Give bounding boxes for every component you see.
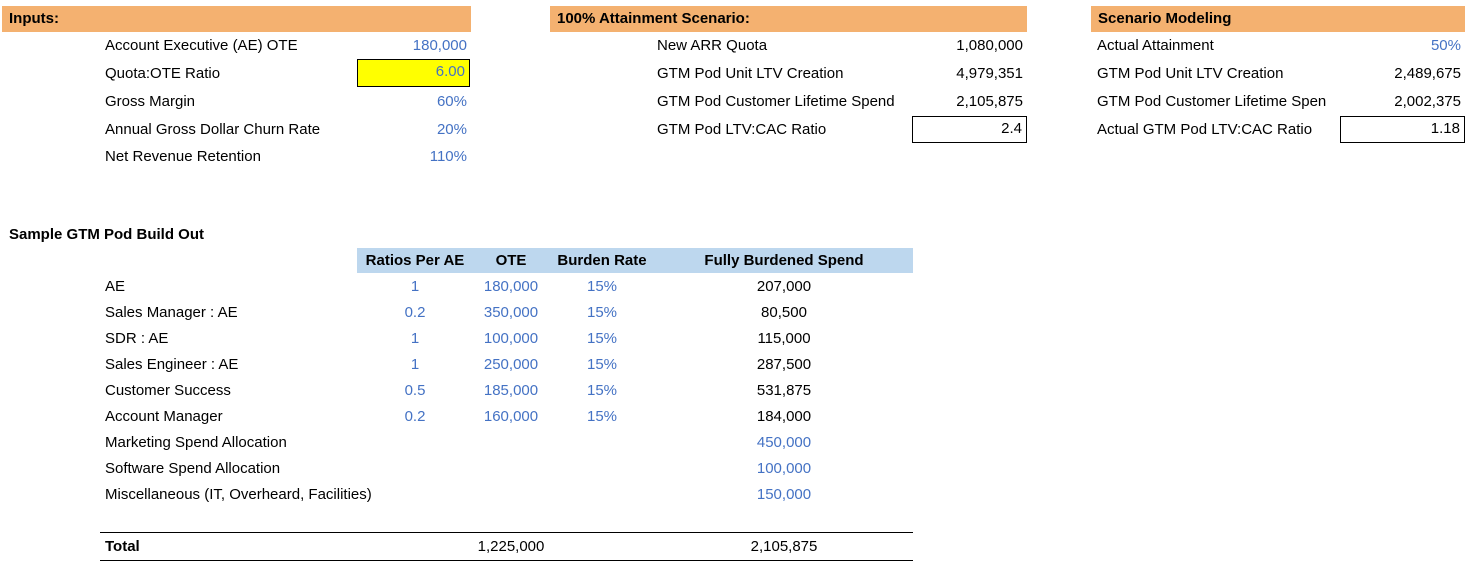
total-top-border: [100, 532, 913, 533]
pod-row-ote[interactable]: 350,000: [483, 304, 539, 321]
modeling-label-spend: GTM Pod Customer Lifetime Spen: [1097, 93, 1327, 110]
pod-row-ratio[interactable]: 0.2: [404, 408, 426, 425]
input-label-nrr: Net Revenue Retention: [105, 148, 261, 165]
pod-row-burden[interactable]: 15%: [586, 356, 618, 373]
attainment-value-quota: 1,080,000: [956, 37, 1023, 54]
input-label-quota-ratio: Quota:OTE Ratio: [105, 65, 221, 82]
attainment-value-ltv: 4,979,351: [956, 65, 1023, 82]
pod-row-ote[interactable]: 180,000: [483, 278, 539, 295]
pod-row-ratio[interactable]: 1: [410, 356, 420, 373]
attainment-label-spend: GTM Pod Customer Lifetime Spend: [657, 93, 895, 110]
pod-row-label: Sales Manager : AE: [105, 304, 238, 321]
pod-row-spend: 115,000: [757, 330, 811, 347]
pod-row-label: Miscellaneous (IT, Overheard, Facilities…: [105, 486, 372, 503]
pod-row-spend[interactable]: 450,000: [756, 434, 812, 451]
pod-row-spend[interactable]: 100,000: [756, 460, 812, 477]
pod-row-spend: 184,000: [756, 408, 812, 425]
pod-row-spend: 531,875: [756, 382, 812, 399]
input-label-ae-ote: Account Executive (AE) OTE: [105, 37, 298, 54]
pod-row-burden[interactable]: 15%: [586, 330, 618, 347]
attainment-label-ratio: GTM Pod LTV:CAC Ratio: [657, 121, 827, 138]
pod-title: Sample GTM Pod Build Out: [9, 226, 204, 243]
attainment-value-spend: 2,105,875: [956, 93, 1023, 110]
pod-row-label: Marketing Spend Allocation: [105, 434, 287, 451]
pod-col-ote: OTE: [495, 252, 527, 269]
pod-row-burden[interactable]: 15%: [586, 304, 618, 321]
input-label-churn: Annual Gross Dollar Churn Rate: [105, 121, 321, 138]
pod-row-label: Sales Engineer : AE: [105, 356, 239, 373]
pod-row-burden[interactable]: 15%: [586, 382, 618, 399]
pod-row-ratio[interactable]: 1: [410, 278, 420, 295]
modeling-label-ltv: GTM Pod Unit LTV Creation: [1097, 65, 1284, 82]
modeling-value-ratio: 1.18: [1340, 116, 1465, 143]
total-label: Total: [105, 538, 140, 555]
input-label-gross-margin: Gross Margin: [105, 93, 196, 110]
pod-row-spend[interactable]: 150,000: [756, 486, 812, 503]
pod-row-spend: 207,000: [756, 278, 812, 295]
total-bottom-border: [100, 560, 913, 561]
pod-row-ote[interactable]: 160,000: [483, 408, 539, 425]
total-ote: 1,225,000: [477, 538, 545, 555]
pod-row-label: AE: [105, 278, 126, 295]
modeling-header: Scenario Modeling: [1091, 6, 1465, 32]
input-value-ae-ote[interactable]: 180,000: [412, 37, 467, 54]
pod-row-ratio[interactable]: 0.2: [404, 304, 426, 321]
input-value-nrr[interactable]: 110%: [429, 148, 467, 165]
pod-row-ote[interactable]: 100,000: [483, 330, 539, 347]
pod-row-label: SDR : AE: [105, 330, 169, 347]
pod-row-burden[interactable]: 15%: [586, 278, 618, 295]
input-value-churn[interactable]: 20%: [436, 121, 467, 138]
modeling-label-attainment: Actual Attainment: [1097, 37, 1214, 54]
pod-col-burden: Burden Rate: [557, 252, 647, 269]
pod-col-ratio: Ratios Per AE: [365, 252, 465, 269]
pod-row-spend: 80,500: [761, 304, 807, 321]
pod-row-burden[interactable]: 15%: [586, 408, 618, 425]
attainment-label-quota: New ARR Quota: [657, 37, 768, 54]
pod-row-label: Customer Success: [105, 382, 231, 399]
pod-row-ratio[interactable]: 1: [410, 330, 420, 347]
modeling-value-ltv: 2,489,675: [1394, 65, 1461, 82]
pod-row-label: Software Spend Allocation: [105, 460, 281, 477]
attainment-value-ratio: 2.4: [912, 116, 1027, 143]
attainment-header: 100% Attainment Scenario:: [550, 6, 1027, 32]
input-value-gross-margin[interactable]: 60%: [436, 93, 467, 110]
attainment-label-ltv: GTM Pod Unit LTV Creation: [657, 65, 844, 82]
total-spend: 2,105,875: [750, 538, 818, 555]
inputs-header: Inputs:: [2, 6, 471, 32]
input-value-quota-ratio[interactable]: 6.00: [357, 59, 470, 87]
pod-row-ratio[interactable]: 0.5: [404, 382, 426, 399]
modeling-value-attainment[interactable]: 50%: [1430, 37, 1461, 54]
pod-row-spend: 287,500: [756, 356, 812, 373]
pod-row-ote[interactable]: 250,000: [483, 356, 539, 373]
modeling-label-ratio: Actual GTM Pod LTV:CAC Ratio: [1097, 121, 1313, 138]
pod-table-header: [357, 248, 913, 273]
pod-row-label: Account Manager: [105, 408, 223, 425]
pod-row-ote[interactable]: 185,000: [483, 382, 539, 399]
pod-col-spend: Fully Burdened Spend: [704, 252, 864, 269]
modeling-value-spend: 2,002,375: [1394, 93, 1461, 110]
